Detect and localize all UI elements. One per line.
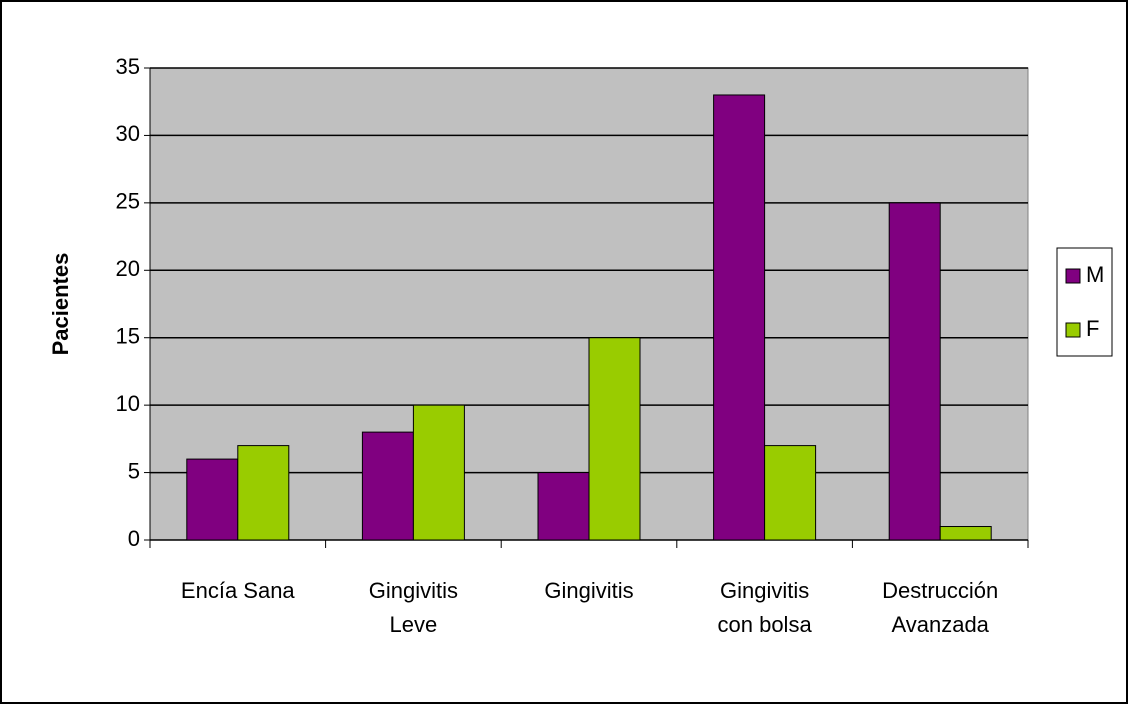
legend-swatch [1065, 322, 1081, 338]
x-tick-label: Gingivitis Leve [369, 578, 458, 637]
y-tick-label: 25 [116, 189, 140, 214]
bar [237, 445, 290, 541]
legend-label: M [1086, 262, 1104, 287]
bar [361, 431, 414, 541]
bar [713, 94, 766, 541]
y-tick-label: 30 [116, 121, 140, 146]
y-tick-label: 5 [128, 458, 140, 483]
bar [764, 445, 817, 541]
bar [537, 472, 590, 541]
bar [939, 526, 992, 541]
bar [888, 202, 941, 541]
x-tick-label: Gingivitis [544, 578, 633, 603]
y-tick-label: 20 [116, 256, 140, 281]
y-tick-label: 0 [128, 526, 140, 551]
y-axis-label: Pacientes [48, 253, 73, 356]
y-tick-label: 10 [116, 391, 140, 416]
legend-label: F [1086, 316, 1099, 341]
bar [412, 404, 465, 541]
x-tick-label: Encía Sana [181, 578, 296, 603]
x-tick-label: Gingivitis con bolsa [718, 578, 813, 637]
y-tick-label: 35 [116, 54, 140, 79]
y-tick-label: 15 [116, 324, 140, 349]
bar [186, 458, 239, 541]
legend-swatch [1065, 268, 1081, 284]
x-tick-label: Destrucción Avanzada [882, 578, 998, 637]
legend-box [1056, 247, 1113, 357]
bar [588, 337, 641, 541]
